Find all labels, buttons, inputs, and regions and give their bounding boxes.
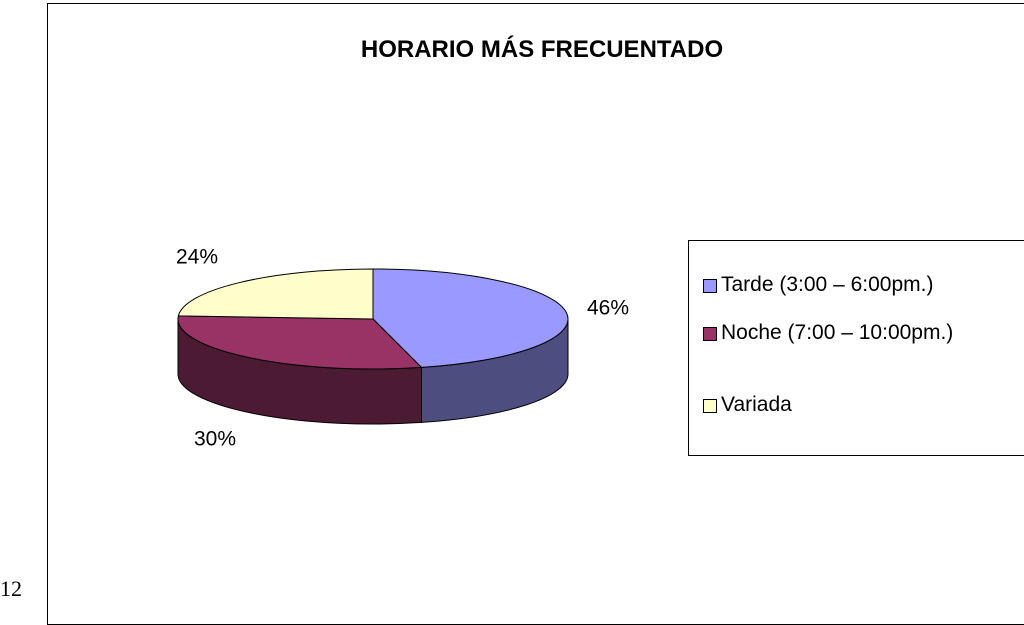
data-label: 24% bbox=[176, 246, 218, 269]
legend-label: Variada bbox=[721, 393, 792, 416]
legend-swatch bbox=[703, 399, 717, 413]
legend-swatch bbox=[703, 327, 717, 341]
legend-entry: Tarde (3:00 – 6:00pm.) bbox=[703, 273, 1017, 297]
legend-swatch bbox=[703, 279, 717, 293]
chart-title: HORARIO MÁS FRECUENTADO bbox=[360, 36, 724, 63]
data-label: 46% bbox=[587, 297, 629, 320]
legend: Tarde (3:00 – 6:00pm.) Noche (7:00 – 10:0… bbox=[688, 240, 1024, 456]
legend-entry: Noche (7:00 – 10:00pm.) bbox=[703, 321, 1017, 345]
data-label: 30% bbox=[194, 428, 236, 451]
page: {"chart_data": {"type": "pie", "title": … bbox=[0, 3, 1024, 625]
legend-label: Noche (7:00 – 10:00pm.) bbox=[721, 321, 954, 344]
pie-slice bbox=[177, 315, 423, 370]
legend-entry: Variada bbox=[703, 393, 1017, 417]
page-number: 12 bbox=[0, 576, 22, 601]
legend-label: Tarde (3:00 – 6:00pm.) bbox=[721, 273, 934, 296]
pie-slice bbox=[177, 268, 374, 320]
pie-chart: 46% 30% 24% bbox=[176, 246, 629, 451]
pie-slice bbox=[372, 268, 569, 368]
